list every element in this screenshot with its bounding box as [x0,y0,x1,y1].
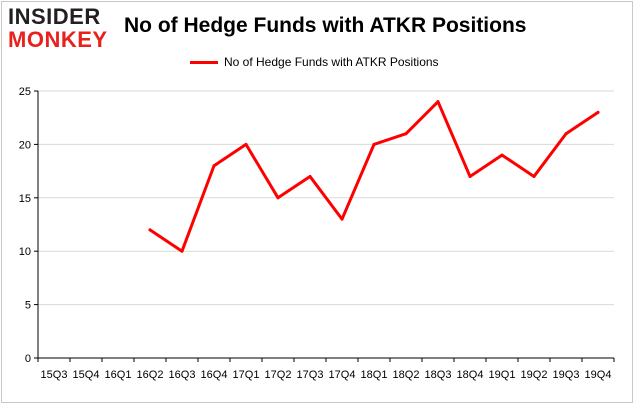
logo-text-insider: INSIDER [8,4,101,29]
x-tick-label: 17Q4 [329,369,356,381]
x-tick-label: 15Q3 [41,369,68,381]
data-point: 17Q2: 15 [276,196,280,200]
y-tick-label: 25 [19,86,31,98]
y-tick-label: 15 [19,193,31,205]
y-tick-labels: 0 5 10 15 20 25 [19,86,31,365]
data-point: 19Q3: 21 [564,132,568,136]
data-point: 16Q3: 10 [180,249,184,253]
data-point: 16Q4: 18 [212,164,216,168]
series-line [148,100,600,253]
x-tick-label: 16Q4 [201,369,228,381]
data-point: 17Q4: 13 [340,217,344,221]
x-tick-label: 19Q2 [521,369,548,381]
series-lines: 16Q2: 12 16Q3: 10 16Q4: 18 17Q1: 20 17Q2: 15… [148,100,600,253]
x-tick-label: 15Q4 [73,369,100,381]
x-tick-label: 17Q1 [233,369,260,381]
legend-label: No of Hedge Funds with ATKR Positions [224,55,439,69]
x-tick-label: 18Q2 [393,369,420,381]
x-tick-label: 16Q3 [169,369,196,381]
x-tick-label: 17Q2 [265,369,292,381]
data-point: 18Q1: 20 [372,142,376,146]
y-tick-label: 10 [19,246,31,258]
data-point: 19Q2: 17 [532,174,536,178]
x-tick-label: 19Q1 [489,369,516,381]
x-tick-label: 17Q3 [297,369,324,381]
data-point: 18Q2: 21 [404,132,408,136]
x-tick-label: 19Q3 [553,369,580,381]
x-tick-label: 16Q2 [137,369,164,381]
chart-title: No of Hedge Funds with ATKR Positions [124,14,527,37]
logo-text-monkey: MONKEY [8,27,108,52]
y-tick-label: 20 [19,139,31,151]
legend: No of Hedge Funds with ATKR Positions [190,54,439,70]
data-point: 19Q1: 19 [500,153,504,157]
x-tick-label: 18Q1 [361,369,388,381]
x-tick-labels: 15Q3 15Q4 16Q1 16Q2 16Q3 16Q4 17Q1 17Q2 17Q3 17Q4… [41,369,612,381]
x-tick-label: 16Q1 [105,369,132,381]
legend-swatch [190,60,218,64]
x-tick-label: 18Q4 [457,369,484,381]
y-tick-label: 5 [25,300,31,312]
y-tick-label: 0 [25,353,31,365]
x-tick-label: 18Q3 [425,369,452,381]
insider-monkey-logo: INSIDER MONKEY [8,6,118,52]
data-point: 16Q2: 12 [148,228,152,232]
data-point: 17Q3: 17 [308,174,312,178]
data-point: 18Q3: 24 [436,100,440,104]
x-tick-label: 19Q4 [585,369,612,381]
axes [34,90,615,362]
data-point: 18Q4: 17 [468,174,472,178]
data-point: 17Q1: 20 [244,142,248,146]
data-point: 19Q4: 23 [596,110,600,114]
